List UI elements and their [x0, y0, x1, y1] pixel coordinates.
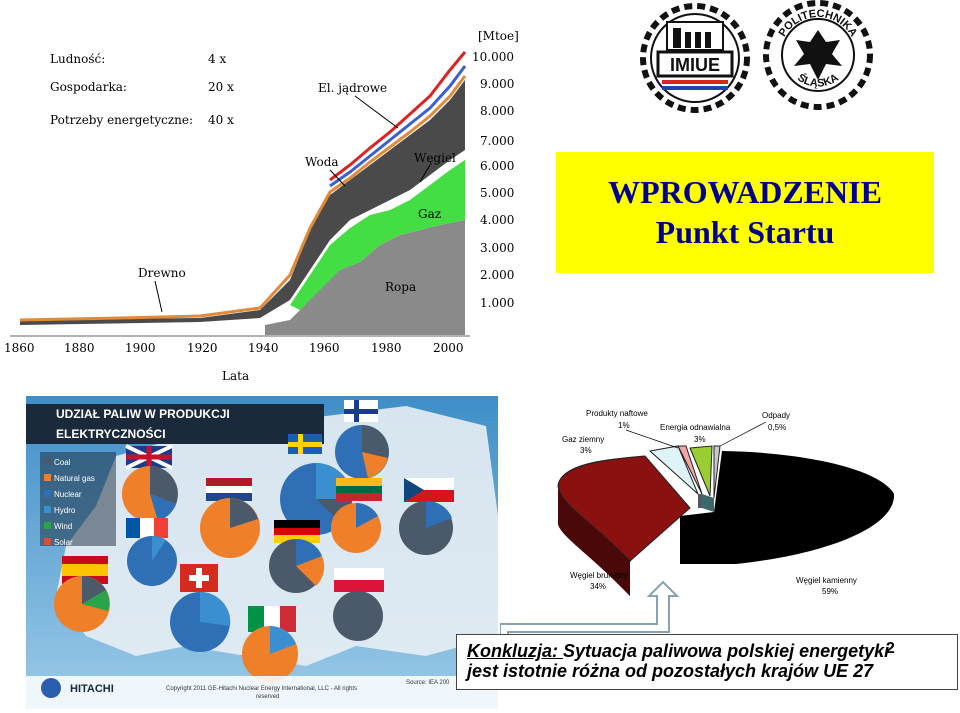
poland-fuel-pie: Produkty naftowe 1% Energia odnawialna 3… — [500, 409, 895, 636]
x-tick: 1860 — [4, 341, 35, 355]
y-tick: 10.000 — [472, 50, 514, 64]
woda-band — [19, 75, 467, 322]
growth-label: Ludność: — [50, 52, 105, 66]
y-tick: 8.000 — [480, 104, 514, 118]
y-tick: 9.000 — [480, 77, 514, 91]
map-heading-line2: ELEKTRYCZNOŚCI — [56, 426, 166, 441]
page-number: 2 — [886, 640, 895, 657]
country-pie-lt — [331, 478, 382, 553]
map-footer-copyright-2: reserved — [256, 694, 279, 700]
slide-title: WPROWADZENIE — [608, 174, 882, 210]
y-tick: 4.000 — [480, 213, 514, 227]
jadrowe-band — [329, 65, 467, 188]
conclusion-box: Konkluzja: Sytuacja paliwowa polskiej en… — [456, 634, 958, 690]
pie-slice-produkty-naftowe — [677, 445, 703, 495]
x-tick: 1880 — [64, 341, 95, 355]
label-energia-odnawialna: Energia odnawialna — [660, 423, 731, 432]
pie-slice-energia-odnawialna — [689, 445, 713, 497]
value-gaz-ziemny: 3% — [580, 446, 592, 455]
pie-slice-gaz-ziemny — [648, 445, 699, 495]
annotation-drewno: Drewno — [138, 266, 186, 280]
x-tick: 1960 — [309, 341, 340, 355]
growth-label: Potrzeby energetyczne: — [50, 113, 193, 127]
annotation-wegiel: Węgiel — [414, 151, 456, 165]
slide-subtitle: Punkt Startu — [655, 214, 835, 250]
europe-fuel-map: UDZIAŁ PALIW W PRODUKCJI ELEKTRYCZNOŚCI … — [26, 396, 498, 709]
growth-value: 20 x — [208, 80, 234, 94]
ropa-area — [265, 220, 465, 335]
energy-history-chart: 1.000 2.000 3.000 4.000 5.000 6.000 7.00… — [4, 29, 519, 383]
legend-solar: Solar — [54, 538, 73, 547]
label-wegiel-brunatny: Węgiel brunatny — [570, 571, 628, 580]
x-tick: 1900 — [125, 341, 156, 355]
country-pie-it — [242, 606, 298, 682]
pie-slice-wegiel-kamienny — [680, 451, 895, 564]
label-odpady: Odpady — [762, 411, 790, 420]
x-tick: 1920 — [187, 341, 218, 355]
y-tick: 7.000 — [480, 134, 514, 148]
label-wegiel-kamienny: Węgiel kamienny — [796, 576, 857, 585]
imiue-logo: IMIUE — [640, 3, 750, 113]
y-tick: 2.000 — [480, 268, 514, 282]
x-tick: 1980 — [371, 341, 402, 355]
y-tick: 6.000 — [480, 159, 514, 173]
country-pie-de — [269, 520, 325, 593]
y-tick: 5.000 — [480, 186, 514, 200]
value-wegiel-brunatny: 34% — [590, 582, 606, 591]
growth-value: 40 x — [208, 113, 234, 127]
label-gaz-ziemny: Gaz ziemny — [562, 435, 604, 444]
legend-hydro: Hydro — [54, 506, 76, 515]
x-tick: 1940 — [248, 341, 279, 355]
polsl-logo-text-bottom: ŚLĄSKA — [795, 71, 841, 90]
country-pie-cz — [399, 478, 454, 555]
country-pie-uk — [122, 444, 178, 522]
country-pie-es — [54, 556, 110, 632]
map-footer-source: Source: IEA 200 — [406, 680, 450, 686]
wegiel-area — [20, 80, 465, 325]
conclusion-lead: Konkluzja: — [467, 641, 564, 661]
unit-label: [Mtoe] — [478, 29, 519, 43]
polsl-logo: POLITECHNIKA ŚLĄSKA — [763, 0, 873, 110]
y-tick: 1.000 — [480, 296, 514, 310]
value-energia-odnawialna: 3% — [694, 435, 706, 444]
label-produkty-naftowe: Produkty naftowe — [586, 409, 648, 418]
map-heading-line1: UDZIAŁ PALIW W PRODUKCJI — [56, 407, 230, 421]
legend-nuclear: Nuclear — [54, 490, 82, 499]
value-odpady: 0,5% — [768, 423, 786, 432]
country-pie-fr — [126, 518, 177, 586]
growth-label: Gospodarka: — [50, 80, 127, 94]
gaz-area — [290, 160, 465, 310]
value-produkty-naftowe: 1% — [618, 421, 630, 430]
map-footer-copyright: Copyright 2011 GE-Hitachi Nuclear Energy… — [166, 686, 357, 692]
legend-coal: Coal — [54, 458, 71, 467]
annotation-gaz: Gaz — [418, 207, 441, 221]
slide-title-box: WPROWADZENIE Punkt Startu — [556, 152, 934, 273]
y-tick: 3.000 — [480, 241, 514, 255]
top-band — [329, 51, 467, 182]
value-wegiel-kamienny: 59% — [822, 587, 838, 596]
imiue-logo-text: IMIUE — [670, 55, 720, 75]
annotation-jadrowe: El. jądrowe — [318, 81, 387, 95]
country-pie-pl — [333, 568, 384, 641]
conclusion-line2: jest istotnie różna od pozostałych krajó… — [467, 661, 874, 681]
conclusion-line1: Konkluzja: Sytuacja paliwowa polskiej en… — [467, 641, 957, 661]
pie-slice-odpady — [713, 445, 721, 499]
country-pie-ch — [170, 564, 231, 652]
country-pie-nl — [200, 478, 260, 558]
growth-value: 4 x — [208, 52, 226, 66]
x-axis-label: Lata — [222, 369, 249, 383]
legend-natural-gas: Natural gas — [54, 474, 95, 483]
legend-wind: Wind — [54, 522, 72, 531]
annotation-ropa: Ropa — [385, 280, 416, 294]
annotation-woda: Woda — [305, 155, 339, 169]
conclusion-text1: Sytuacja paliwowa polskiej energetyki — [563, 641, 890, 661]
map-footer-brand: HITACHI — [70, 683, 114, 695]
x-tick: 2000 — [433, 341, 464, 355]
country-pie-fi — [335, 400, 389, 479]
arrow-up-icon — [500, 580, 680, 636]
